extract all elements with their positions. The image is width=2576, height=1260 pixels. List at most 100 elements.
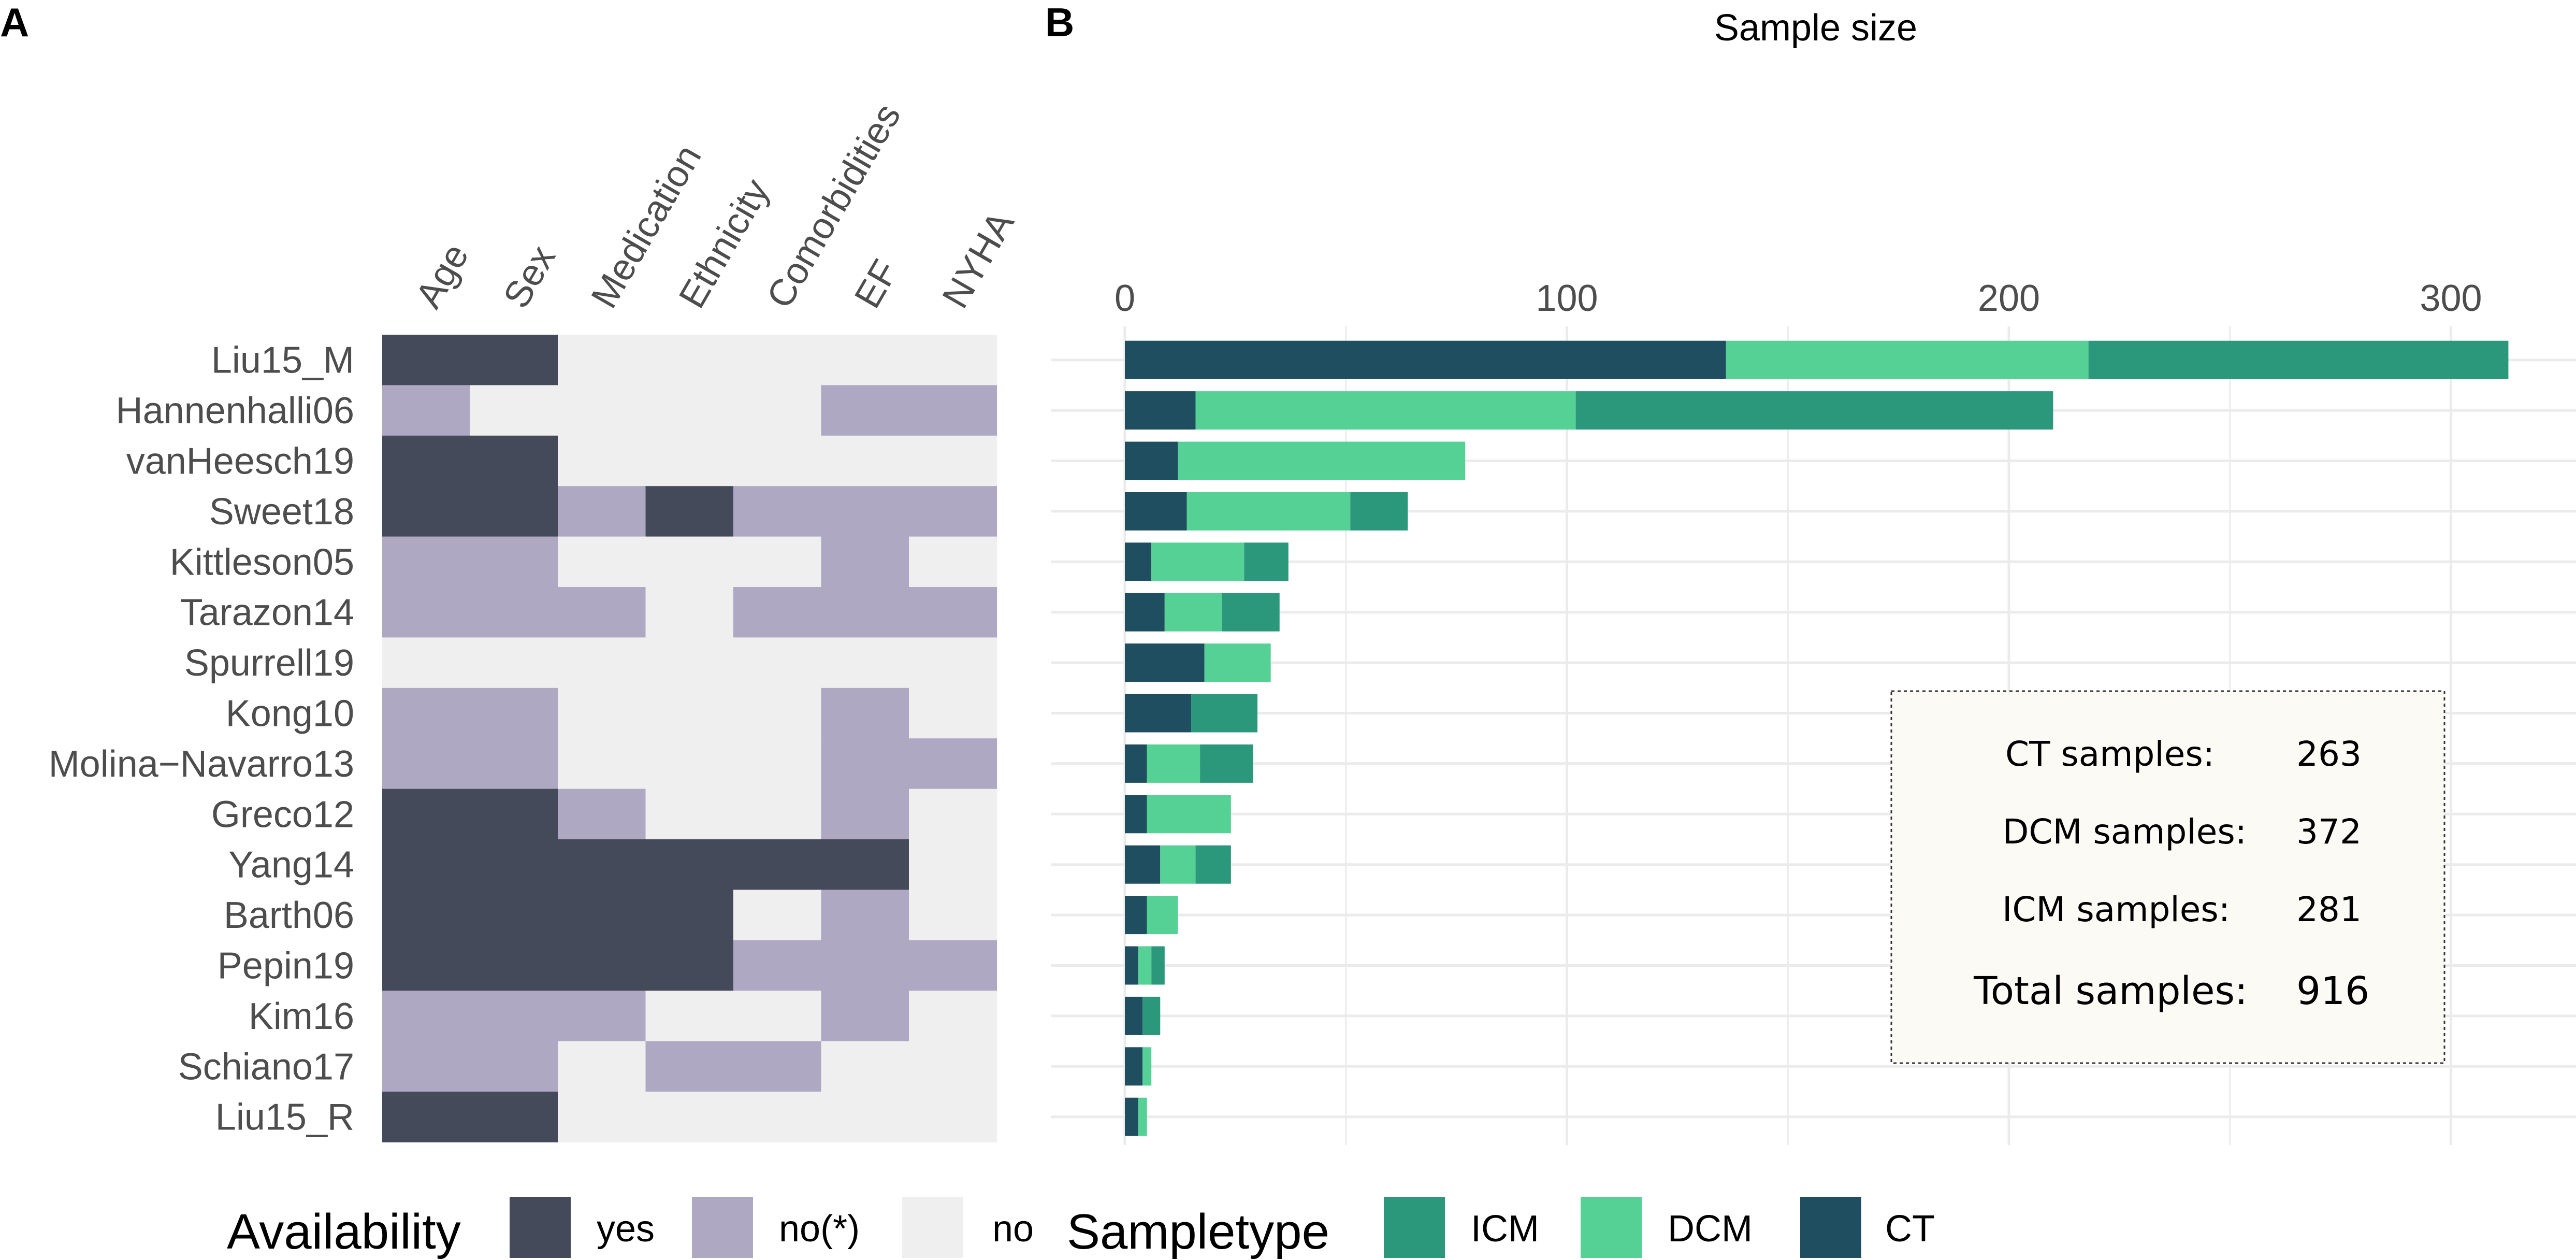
bar-yang14-ct	[1125, 845, 1161, 884]
heatmap-cell-spurrell19-medication	[558, 637, 646, 689]
legend-label-yes: yes	[597, 1208, 655, 1250]
heatmap-cell-kittleson05-sex	[470, 536, 558, 588]
bar-kittleson05-icm	[1244, 542, 1289, 581]
bar-vanheesch19-ct	[1125, 441, 1178, 480]
heatmap-cell-liu15-r-ethnicity	[645, 1092, 734, 1142]
bar-barth06-ct	[1125, 896, 1147, 935]
heatmap-cell-yang14-medication	[558, 839, 646, 890]
heatmap-cell-greco12-sex	[470, 789, 558, 840]
heatmap-cell-kittleson05-comorbidities	[733, 536, 822, 588]
x-tick-label: 200	[1978, 278, 2040, 319]
heatmap-cell-kittleson05-ethnicity	[645, 536, 734, 588]
heatmap-cell-barth06-age	[382, 890, 471, 941]
heatmap-cell-pepin19-sex	[470, 940, 558, 991]
heatmap-cell-liu15-r-sex	[470, 1092, 558, 1142]
heatmap-cell-greco12-age	[382, 789, 471, 840]
heatmap-cell-vanheesch19-medication	[558, 435, 646, 486]
bar-molina-navarro13-ct	[1125, 744, 1147, 783]
heatmap-row-label: Sweet18	[209, 491, 354, 533]
bar-liu15-m-icm	[2088, 340, 2509, 379]
heatmap-cell-pepin19-ethnicity	[645, 940, 734, 991]
heatmap-cell-barth06-comorbidities	[733, 890, 822, 941]
heatmap-cell-pepin19-comorbidities	[733, 940, 822, 991]
heatmap-cell-kittleson05-nyha	[909, 536, 997, 588]
heatmap-cell-barth06-ef	[821, 890, 909, 941]
heatmap-cell-tarazon14-nyha	[909, 587, 997, 638]
heatmap-cell-greco12-medication	[558, 789, 646, 840]
heatmap-column-label: NYHA	[934, 205, 1022, 315]
heatmap-cell-molina-navarro13-medication	[558, 738, 646, 790]
bar-kittleson05-ct	[1125, 542, 1152, 581]
heatmap-cell-tarazon14-medication	[558, 587, 646, 638]
heatmap-row-label: Kong10	[226, 693, 354, 735]
heatmap-row-label: Yang14	[228, 844, 354, 886]
bar-liu15-r-ct	[1125, 1097, 1138, 1136]
heatmap-cell-kong10-sex	[470, 688, 558, 739]
heatmap-cell-molina-navarro13-comorbidities	[733, 738, 822, 790]
bar-schiano17-ct	[1125, 1047, 1143, 1086]
heatmap-cell-yang14-ethnicity	[645, 839, 734, 890]
heatmap-cell-kim16-comorbidities	[733, 991, 822, 1042]
bar-yang14-dcm	[1160, 845, 1196, 884]
heatmap-cell-pepin19-nyha	[909, 940, 997, 991]
legend-label-icm: ICM	[1471, 1208, 1539, 1250]
summary-label: ICM samples:	[2002, 890, 2230, 929]
heatmap-cell-pepin19-ef	[821, 940, 909, 991]
heatmap-row-label: vanHeesch19	[126, 441, 354, 482]
heatmap-row-label: Pepin19	[218, 946, 354, 987]
heatmap-cell-hannenhalli06-medication	[558, 385, 646, 436]
sampletype-legend-title: Sampletype	[1067, 1204, 1329, 1259]
heatmap-cell-tarazon14-sex	[470, 587, 558, 638]
bar-vanheesch19-dcm	[1178, 441, 1466, 480]
heatmap-cell-greco12-ethnicity	[645, 789, 734, 840]
bar-molina-navarro13-icm	[1200, 744, 1253, 783]
summary-value: 372	[2296, 812, 2362, 852]
heatmap-cell-sweet18-ethnicity	[645, 486, 734, 537]
heatmap-cell-sweet18-sex	[470, 486, 558, 537]
x-tick-label: 0	[1115, 278, 1135, 319]
heatmap-row-label: Molina−Navarro13	[49, 743, 354, 785]
bar-tarazon14-icm	[1222, 593, 1280, 632]
heatmap-cell-kim16-medication	[558, 991, 646, 1042]
heatmap-cell-hannenhalli06-ef	[821, 385, 909, 436]
legend-swatch-yes	[510, 1197, 571, 1258]
heatmap-cell-greco12-ef	[821, 789, 909, 840]
heatmap-cell-spurrell19-comorbidities	[733, 637, 822, 689]
bar-hannenhalli06-dcm	[1195, 391, 1576, 430]
heatmap-cell-kim16-ethnicity	[645, 991, 734, 1042]
legend-label-dcm: DCM	[1668, 1208, 1753, 1250]
summary-box-frame	[1890, 690, 2445, 1064]
heatmap-row-label: Barth06	[224, 895, 354, 936]
heatmap-cell-liu15-m-ef	[821, 335, 909, 385]
bar-greco12-dcm	[1147, 795, 1231, 834]
legend-swatch-no	[692, 1197, 753, 1258]
heatmap-column-label: Sex	[496, 239, 563, 315]
heatmap-cell-molina-navarro13-ethnicity	[645, 738, 734, 790]
heatmap-cell-barth06-ethnicity	[645, 890, 734, 941]
heatmap-cell-spurrell19-ethnicity	[645, 637, 734, 689]
heatmap-cell-hannenhalli06-nyha	[909, 385, 997, 436]
panel-a-label: A	[0, 0, 29, 45]
bar-hannenhalli06-icm	[1575, 391, 2053, 430]
heatmap-cell-liu15-r-age	[382, 1092, 471, 1142]
heatmap-cell-yang14-comorbidities	[733, 839, 822, 890]
heatmap-cell-liu15-m-medication	[558, 335, 646, 385]
availability-legend-title: Availability	[227, 1204, 461, 1259]
heatmap-cell-schiano17-nyha	[909, 1041, 997, 1092]
heatmap-cell-pepin19-age	[382, 940, 471, 991]
heatmap-cell-tarazon14-age	[382, 587, 471, 638]
x-tick-label: 100	[1536, 278, 1598, 319]
legend-swatch-dcm	[1581, 1197, 1642, 1258]
bar-tarazon14-ct	[1125, 593, 1165, 632]
bar-kim16-ct	[1125, 996, 1143, 1035]
summary-label: Total samples:	[1973, 969, 2248, 1013]
heatmap-cell-liu15-r-comorbidities	[733, 1092, 822, 1142]
heatmap-cell-hannenhalli06-sex	[470, 385, 558, 436]
heatmap-cell-barth06-nyha	[909, 890, 997, 941]
heatmap-cell-liu15-m-nyha	[909, 335, 997, 385]
bar-barth06-dcm	[1147, 896, 1178, 935]
heatmap-cell-schiano17-age	[382, 1041, 471, 1092]
bar-liu15-m-dcm	[1726, 340, 2089, 379]
heatmap-column-label: EF	[847, 253, 906, 315]
heatmap-cell-hannenhalli06-ethnicity	[645, 385, 734, 436]
